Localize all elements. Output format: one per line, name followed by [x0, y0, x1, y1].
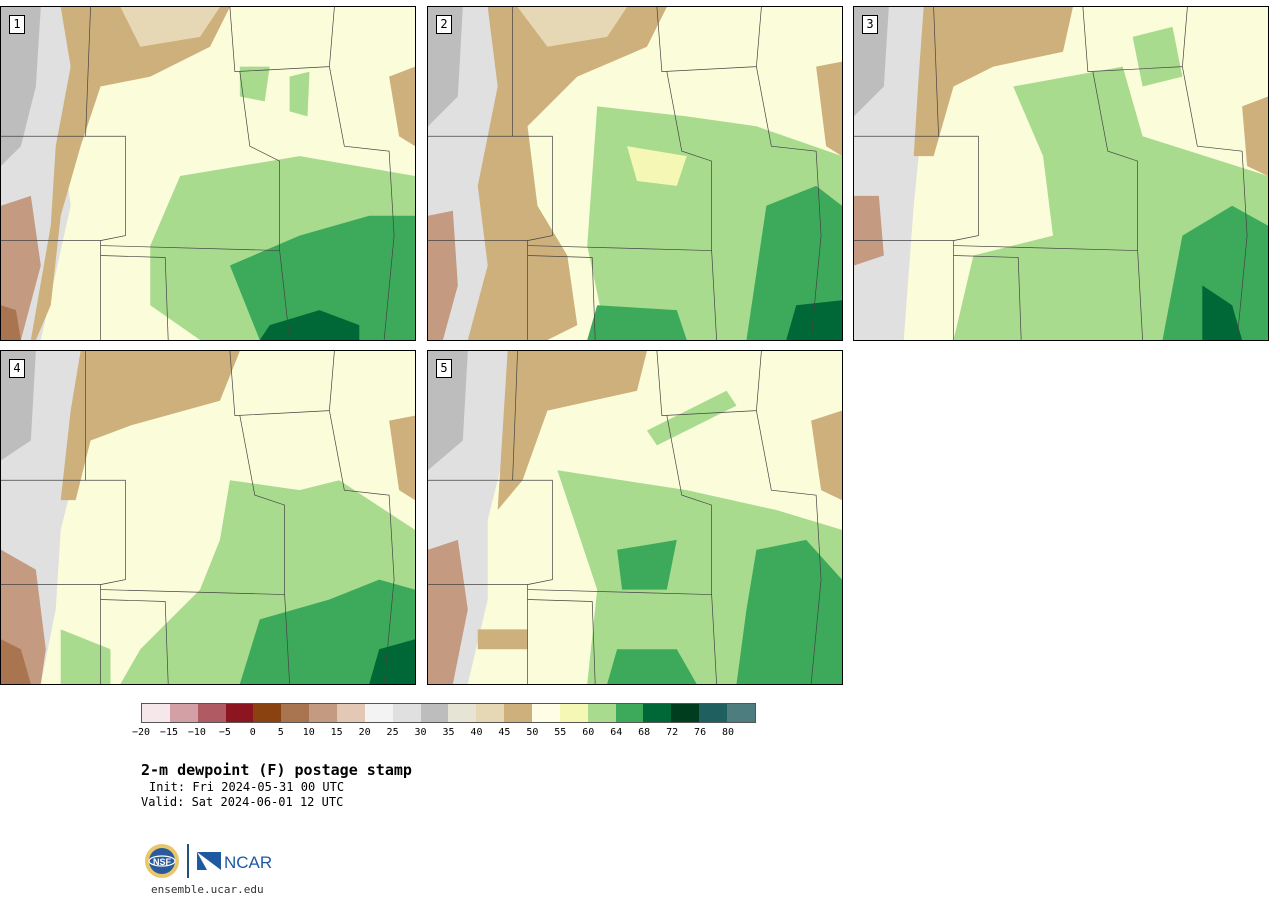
dewpoint-map-4: [1, 351, 415, 684]
colorbar-tick-label: 76: [694, 727, 707, 738]
dewpoint-map-1: [1, 7, 415, 340]
panel-number-label: 5: [436, 359, 452, 378]
colorbar-swatch: [671, 704, 700, 722]
colorbar-tick-label: 0: [249, 727, 256, 738]
colorbar-tick-label: 20: [358, 727, 371, 738]
ncar-logo-text: NCAR: [224, 853, 272, 872]
colorbar-swatch: [281, 704, 310, 722]
colorbar-swatch: [699, 704, 728, 722]
colorbar-tick-label: 64: [610, 727, 623, 738]
colorbar-swatch: [169, 704, 198, 722]
ensemble-member-panel-1: 1: [0, 6, 416, 341]
nsf-logo-icon: NSF: [145, 844, 179, 878]
init-time: Init: Fri 2024-05-31 00 UTC: [149, 780, 345, 794]
colorbar-swatch: [142, 704, 170, 722]
colorbar-swatch: [392, 704, 421, 722]
colorbar-tick-label: 25: [386, 727, 399, 738]
dewpoint-map-2: [428, 7, 842, 340]
colorbar-tick-label: 45: [498, 727, 511, 738]
panel-number-label: 2: [436, 15, 452, 34]
colorbar-swatch: [476, 704, 505, 722]
ensemble-member-panel-3: 3: [853, 6, 1269, 341]
colorbar-swatch: [337, 704, 365, 722]
colorbar-swatch: [420, 704, 449, 722]
colorbar-tick-label: −15: [159, 727, 178, 738]
colorbar-swatch: [309, 704, 338, 722]
colorbar-tick-label: −5: [218, 727, 231, 738]
colorbar-swatch: [504, 704, 533, 722]
ncar-logo-icon: NCAR: [197, 852, 272, 872]
colorbar-swatch: [615, 704, 644, 722]
plot-title: 2-m dewpoint (F) postage stamp: [141, 761, 412, 779]
colorbar-swatch: [364, 704, 393, 722]
colorbar-tick-label: 60: [582, 727, 595, 738]
colorbar-swatch: [197, 704, 226, 722]
colorbar-swatch: [727, 704, 755, 722]
colorbar-tick-label: 10: [302, 727, 315, 738]
colorbar-tick-label: 30: [414, 727, 427, 738]
dewpoint-map-5: [428, 351, 842, 684]
colorbar-swatch: [643, 704, 672, 722]
colorbar-tick-label: 50: [526, 727, 539, 738]
ensemble-member-panel-5: 5: [427, 350, 843, 685]
logo-divider: [187, 844, 189, 878]
colorbar-tick-label: 40: [470, 727, 483, 738]
colorbar-tick-label: 72: [666, 727, 679, 738]
panel-number-label: 3: [862, 15, 878, 34]
colorbar-swatch: [253, 704, 282, 722]
colorbar-swatch: [587, 704, 616, 722]
ensemble-member-panel-2: 2: [427, 6, 843, 341]
colorbar-tick-label: 80: [722, 727, 735, 738]
dewpoint-colorbar: [141, 703, 756, 723]
colorbar-swatch: [532, 704, 560, 722]
colorbar-tick-label: −20: [131, 727, 151, 738]
panel-number-label: 4: [9, 359, 25, 378]
panel-number-label: 1: [9, 15, 25, 34]
colorbar-swatch: [559, 704, 588, 722]
colorbar-tick-label: 35: [442, 727, 455, 738]
colorbar-tick-label: 5: [277, 727, 284, 738]
dewpoint-map-3: [854, 7, 1268, 340]
colorbar-tick-labels: −20 −15 −10 −5 0 5 10 15 20 25 30 35 40 45 50 55 60 64 68 7…: [132, 727, 756, 743]
nsf-logo-text: NSF: [153, 857, 172, 867]
colorbar-swatch: [448, 704, 477, 722]
site-url: ensemble.ucar.edu: [151, 883, 264, 896]
colorbar-tick-label: −10: [187, 727, 206, 738]
colorbar-swatch: [225, 704, 254, 722]
colorbar-tick-label: 68: [638, 727, 651, 738]
colorbar-tick-label: 15: [330, 727, 343, 738]
ensemble-member-panel-4: 4: [0, 350, 416, 685]
valid-time: Valid: Sat 2024-06-01 12 UTC: [141, 795, 344, 809]
colorbar-tick-label: 55: [554, 727, 567, 738]
